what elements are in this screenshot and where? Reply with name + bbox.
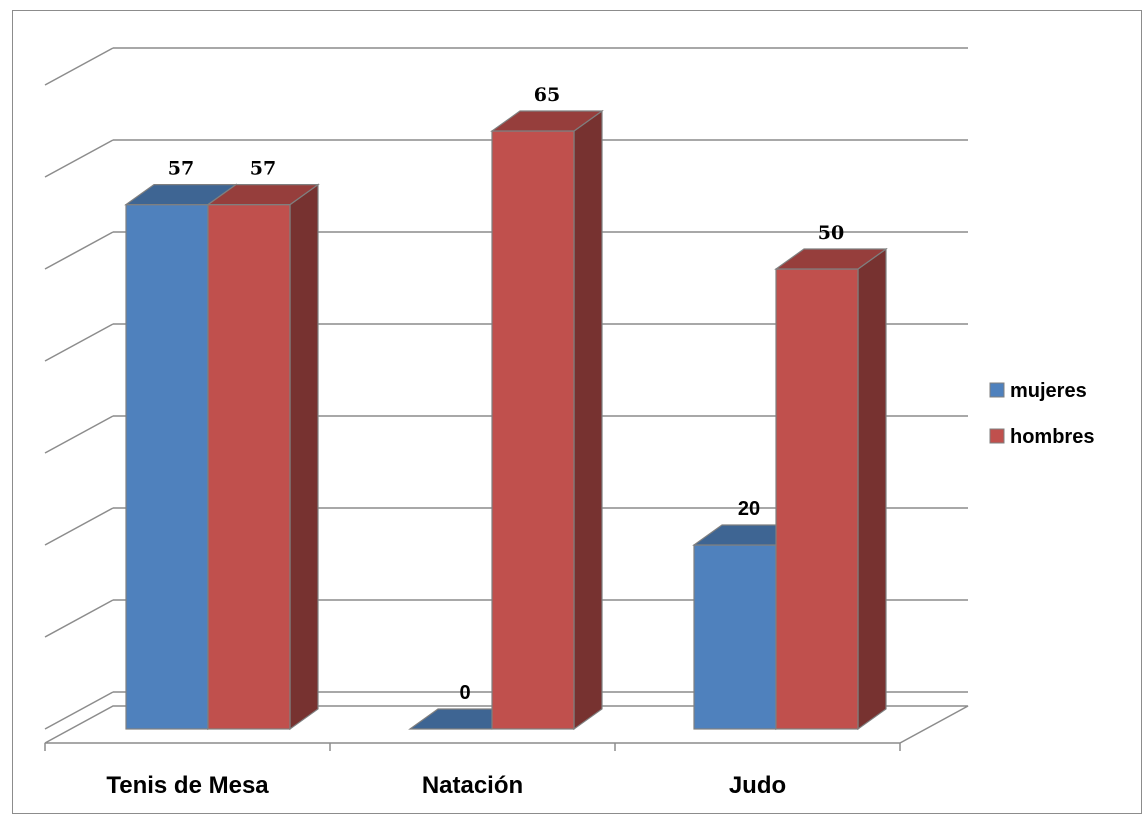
data-label-mujeres-1: 0 [459, 682, 470, 704]
bar-front [775, 268, 859, 730]
bar-hombres-0 [206, 183, 320, 731]
bar-front [491, 130, 575, 730]
bars-layer [124, 109, 888, 731]
side-gridline [44, 231, 114, 270]
legend-label-hombres: hombres [1010, 426, 1094, 448]
bar-hombres-2 [774, 247, 888, 731]
data-label-hombres-1: 65 [534, 84, 560, 106]
category-label-2: Judo [729, 772, 786, 799]
bar-front [125, 204, 209, 730]
bar-side [573, 109, 603, 731]
category-labels: Tenis de Mesa Natación Judo [106, 772, 786, 799]
side-gridline [44, 507, 114, 546]
legend-swatch-mujeres [989, 382, 1005, 398]
bar-front [693, 544, 777, 730]
data-label-hombres-2: 50 [818, 222, 844, 244]
side-gridline [44, 415, 114, 454]
legend-label-mujeres: mujeres [1010, 380, 1087, 402]
category-label-1: Natación [422, 772, 523, 799]
data-label-hombres-0: 57 [250, 158, 276, 180]
bar-side [857, 247, 887, 731]
side-gridline [44, 691, 114, 730]
side-gridline [44, 323, 114, 362]
side-gridline [44, 139, 114, 178]
bar-top [490, 110, 604, 132]
legend: mujeres hombres [989, 380, 1094, 448]
side-gridline [44, 599, 114, 638]
bar-front [207, 204, 291, 730]
category-label-0: Tenis de Mesa [106, 772, 269, 799]
bar-top [774, 248, 888, 270]
bar-hombres-1 [490, 109, 604, 731]
bar-side [289, 183, 319, 731]
side-gridline [44, 47, 114, 86]
legend-swatch-hombres [989, 428, 1005, 444]
data-label-mujeres-0: 57 [168, 158, 194, 180]
bar-top [206, 184, 320, 206]
data-labels: 57 0 20 57 65 50 [168, 84, 844, 704]
data-label-mujeres-2: 20 [738, 498, 760, 520]
